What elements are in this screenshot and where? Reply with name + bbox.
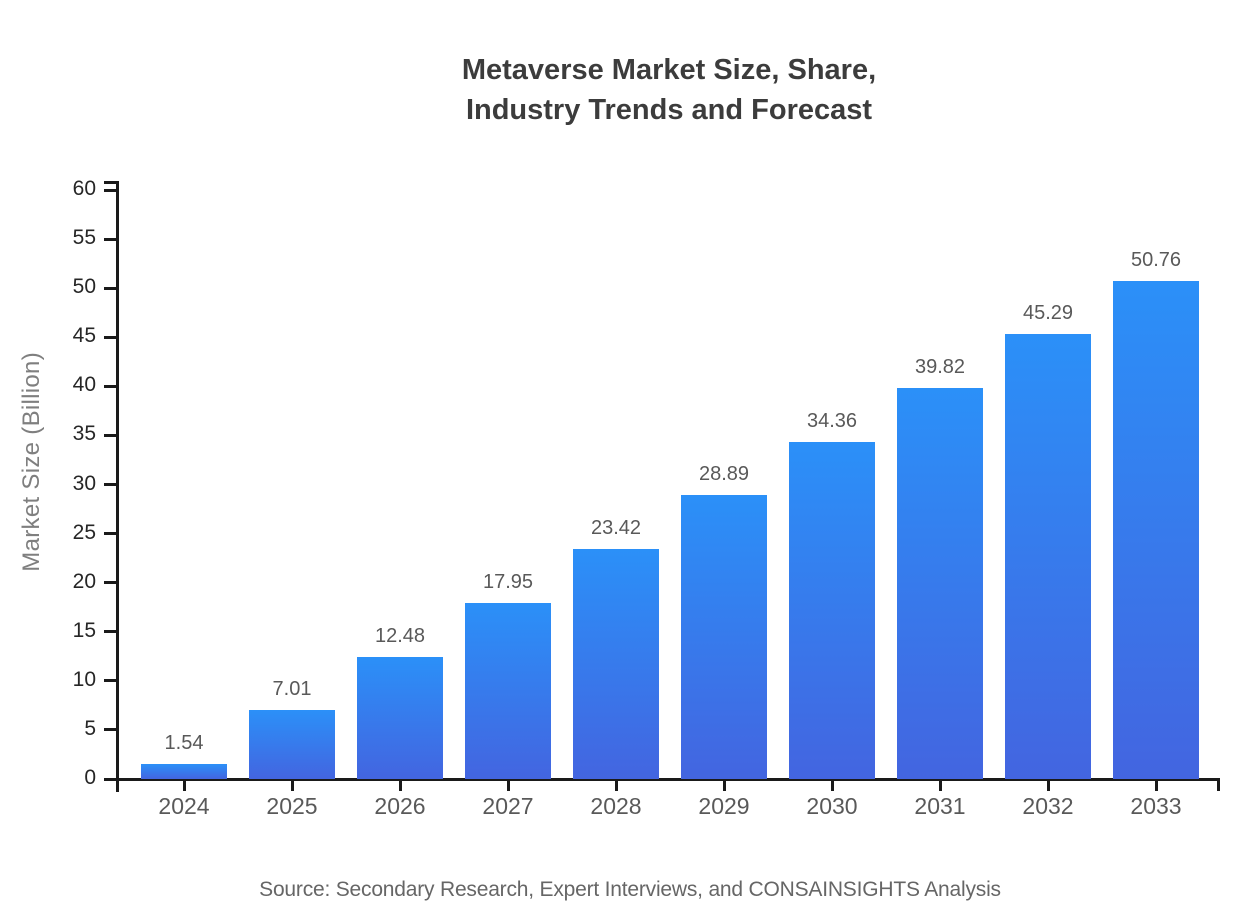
bar (141, 763, 227, 779)
y-tick (104, 532, 118, 536)
bar (357, 656, 443, 779)
chart-title: Metaverse Market Size, Share, Industry T… (461, 54, 877, 126)
x-tick (506, 781, 510, 791)
bar-value-label: 45.29 (1022, 302, 1074, 325)
y-tick-label: 10 (72, 667, 96, 691)
bar-value-label: 17.95 (482, 570, 534, 593)
bar (681, 495, 767, 779)
y-tick-label: 50 (72, 275, 96, 299)
x-tick (182, 781, 186, 791)
x-tick-label: 2030 (806, 793, 858, 819)
bar (1113, 280, 1199, 779)
y-tick-label: 0 (84, 766, 96, 789)
y-tick (104, 728, 118, 732)
x-tick-label: 2026 (374, 793, 426, 819)
y-tick-label: 55 (72, 226, 96, 250)
x-tick-label: 2028 (590, 793, 642, 819)
y-tick-label: 45 (72, 324, 96, 348)
y-tick-label: 15 (72, 618, 96, 642)
bar-value-label: 50.76 (1130, 248, 1182, 271)
bar (573, 549, 659, 779)
bar (789, 441, 875, 779)
bar (465, 602, 551, 779)
bar-value-label: 7.01 (272, 678, 312, 701)
x-tick (614, 781, 618, 791)
x-tick (1154, 781, 1158, 791)
y-tick (104, 777, 118, 781)
y-tick-label: 60 (72, 177, 96, 200)
x-tick (938, 781, 942, 791)
source-note: Source: Secondary Research, Expert Inter… (259, 878, 1001, 901)
x-tick-label: 2031 (914, 793, 966, 819)
bar-value-label: 1.54 (164, 731, 204, 754)
y-tick (104, 237, 118, 241)
x-tick (830, 781, 834, 791)
x-tick-label: 2025 (266, 793, 318, 819)
y-tick (104, 679, 118, 683)
y-tick (104, 630, 118, 634)
x-axis-right-cap (1217, 778, 1220, 791)
y-tick-label: 35 (72, 422, 96, 446)
bar (1005, 334, 1091, 779)
bar (249, 710, 335, 779)
bar-value-label: 23.42 (590, 517, 642, 540)
x-tick-label: 2027 (482, 793, 534, 819)
y-tick-label: 20 (72, 569, 96, 593)
x-tick-label: 2024 (158, 793, 210, 819)
y-tick (104, 483, 118, 486)
y-tick (104, 188, 118, 192)
bar-value-label: 39.82 (914, 356, 966, 379)
bar (897, 388, 983, 779)
y-tick (104, 581, 118, 585)
y-tick (104, 433, 118, 437)
x-tick-label: 2032 (1022, 793, 1074, 819)
y-tick (104, 286, 118, 290)
y-tick-label: 5 (84, 716, 96, 740)
x-tick (722, 781, 726, 791)
y-tick (104, 384, 118, 388)
bar-value-label: 12.48 (374, 624, 426, 647)
y-axis-top-cap (104, 181, 118, 184)
bar-value-label: 28.89 (698, 463, 750, 486)
x-tick-label: 2033 (1130, 793, 1182, 819)
y-tick-label: 30 (72, 471, 96, 495)
x-axis-line (104, 778, 1220, 781)
x-tick (398, 781, 402, 791)
bar-value-label: 34.36 (806, 409, 858, 432)
x-tick (1046, 781, 1050, 791)
y-axis-line (116, 181, 119, 792)
x-tick (290, 781, 294, 791)
y-tick-label: 25 (72, 520, 96, 544)
x-tick-label: 2029 (698, 793, 750, 819)
y-tick-label: 40 (72, 373, 96, 397)
y-tick (104, 335, 118, 339)
